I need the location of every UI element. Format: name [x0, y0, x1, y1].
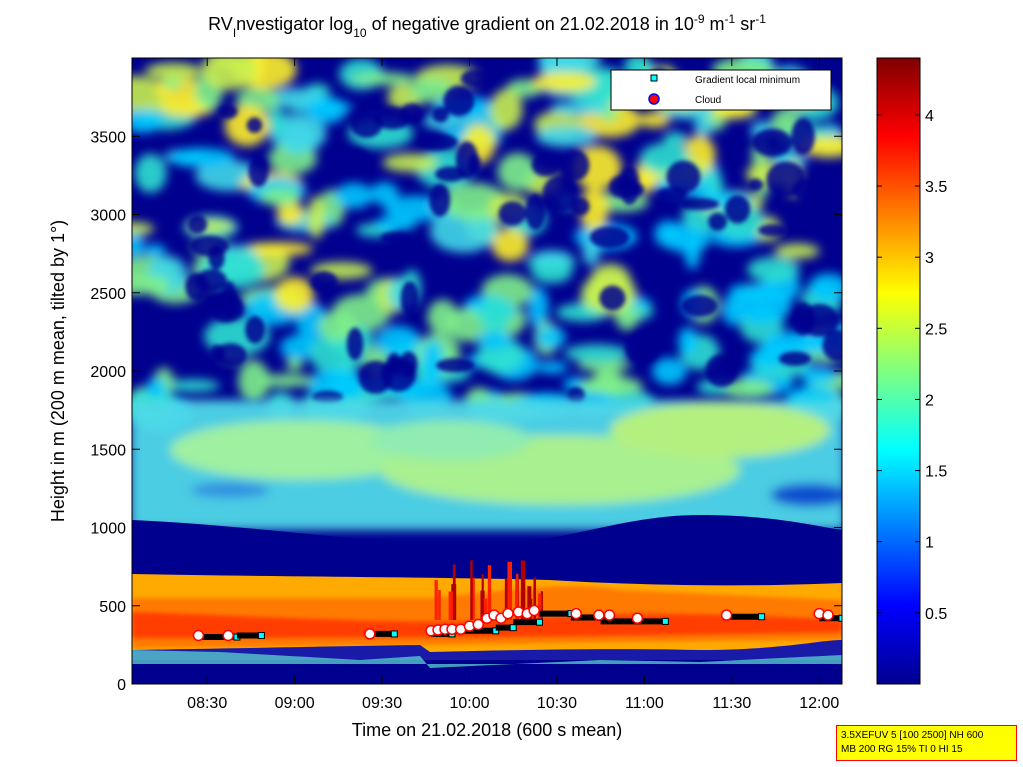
y-axis-label: Height in m (200 m mean, tilted by 1°): [48, 220, 68, 522]
y-tick-label: 3000: [90, 208, 126, 225]
cloud-marker: [472, 618, 485, 631]
cloud-marker: [364, 628, 376, 640]
colorbar-tick-label: 2: [925, 392, 934, 409]
cloud-marker: [720, 609, 733, 621]
y-tick-label: 2500: [90, 286, 126, 303]
legend-label-cloud: Cloud: [695, 95, 721, 106]
cloud-marker: [603, 609, 616, 621]
colorbar-tick-label: 3: [925, 250, 934, 267]
colorbar-tick-label: 1.5: [925, 464, 947, 481]
x-tick-label: 10:30: [537, 695, 577, 712]
gradient-min-marker: [661, 617, 669, 625]
gradient-min-marker: [758, 613, 766, 621]
colorbar-tick-label: 3.5: [925, 179, 947, 196]
info-line-1: 3.5XEFUV 5 [100 2500] NH 600: [841, 730, 984, 741]
colorbar-tick-label: 1: [925, 535, 934, 552]
x-axis-label: Time on 21.02.2018 (600 s mean): [352, 720, 623, 740]
x-axis: 08:30 09:00 09:30 10:00 10:30 11:00 11:30 12:00: [187, 58, 839, 712]
x-tick-label: 11:30: [712, 695, 751, 712]
cloud-marker: [192, 629, 205, 642]
cloud-marker: [528, 604, 540, 617]
info-line-2: MB 200 RG 15% TI 0 HI 15: [841, 744, 963, 755]
y-tick-label: 500: [99, 599, 126, 616]
colorbar: 0.5 1 1.5 2 2.5 3 3.5 4: [876, 57, 947, 685]
cloud-marker: [222, 629, 234, 642]
heatmap: [132, 58, 842, 684]
cloud-marker: [631, 612, 644, 625]
chart-title: RVInvestigator log10 of negative gradien…: [208, 12, 766, 40]
colorbar-tick-label: 2.5: [925, 321, 947, 338]
cloud-marker: [570, 607, 582, 620]
colorbar-gradient: [876, 57, 921, 685]
gradient-min-marker: [535, 618, 543, 626]
y-axis: 0 500 1000 1500 2000 2500 3000 3500: [90, 129, 842, 694]
x-tick-label: 10:00: [449, 695, 489, 712]
cloud-marker: [502, 607, 514, 620]
gradient-min-marker: [509, 624, 517, 632]
legend-box: [610, 69, 832, 111]
parameters-info-box: 3.5XEFUV 5 [100 2500] NH 600 MB 200 RG 1…: [836, 725, 1017, 761]
x-tick-label: 12:00: [799, 695, 839, 712]
y-tick-label: 1000: [90, 521, 126, 538]
legend-label-gradient-min: Gradient local minimum: [695, 75, 800, 86]
y-tick-label: 3500: [90, 129, 126, 146]
cloud-marker: [593, 609, 605, 621]
x-tick-label: 09:00: [275, 695, 315, 712]
x-tick-label: 08:30: [187, 695, 227, 712]
legend-marker-cloud: [648, 93, 660, 105]
y-tick-label: 2000: [90, 364, 126, 381]
legend: Gradient local minimum Cloud: [610, 69, 832, 111]
gradient-min-marker: [390, 630, 398, 638]
colorbar-tick-label: 4: [925, 108, 934, 125]
legend-marker-gradient-min: [650, 74, 658, 82]
colorbar-ticks: 0.5 1 1.5 2 2.5 3 3.5 4: [877, 108, 947, 623]
cloud-marker: [822, 609, 834, 621]
marker-layer: [192, 604, 842, 642]
x-tick-label: 09:30: [362, 695, 402, 712]
gradient-min-marker: [257, 631, 265, 639]
y-tick-label: 0: [117, 677, 126, 694]
gradient-min-marker: [838, 614, 842, 622]
x-tick-label: 11:00: [625, 695, 664, 712]
colorbar-tick-label: 0.5: [925, 606, 947, 623]
y-tick-label: 1500: [90, 442, 126, 459]
